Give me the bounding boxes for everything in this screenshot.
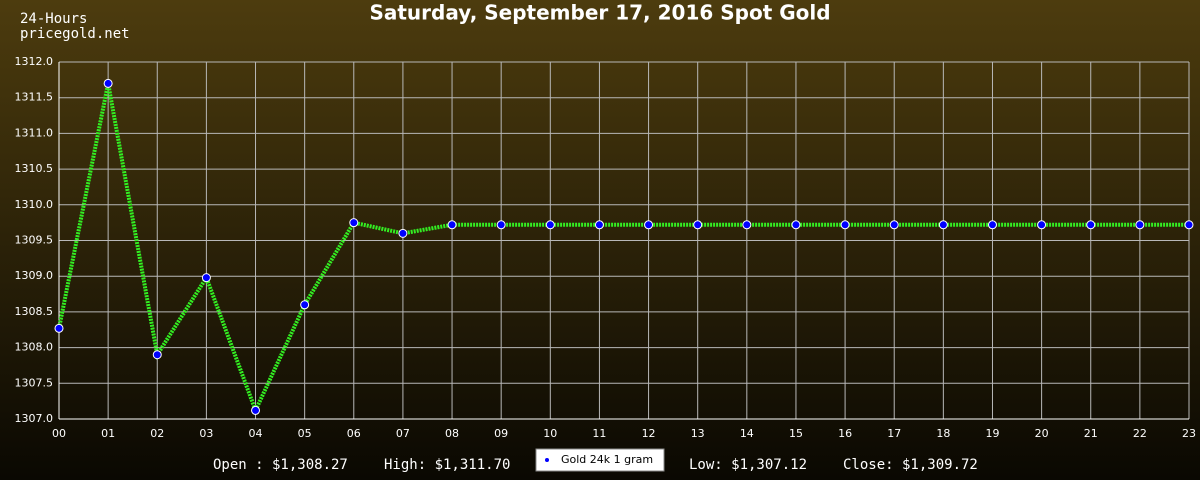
point (201, 273, 211, 283)
y-tick-label: 1311.5 (15, 91, 54, 104)
point (693, 220, 703, 230)
y-tick-label: 1310.5 (15, 162, 54, 175)
point (496, 220, 506, 230)
x-tick-label: 17 (887, 427, 901, 440)
y-tick-label: 1312.0 (15, 55, 54, 68)
annotation: Close: $1,309.72 (843, 457, 978, 473)
x-tick-label: 04 (249, 427, 263, 440)
x-tick-label: 02 (150, 427, 164, 440)
point (398, 228, 408, 238)
x-tick-label: 08 (445, 427, 459, 440)
point (1086, 220, 1096, 230)
legend-label: Gold 24k 1 gram (561, 453, 653, 466)
point (545, 220, 555, 230)
x-tick-label: 09 (494, 427, 508, 440)
line (57, 83, 1189, 416)
point (349, 218, 359, 228)
legend-box (535, 448, 665, 472)
point (889, 220, 899, 230)
x-tick-label: 14 (740, 427, 754, 440)
x-tick-label: 06 (347, 427, 361, 440)
point (447, 220, 457, 230)
point (1184, 220, 1194, 230)
annotation: pricegold.net (20, 26, 130, 42)
y-tick-label: 1308.5 (15, 305, 54, 318)
y-tick-label: 1309.5 (15, 234, 54, 247)
x-tick-label: 16 (838, 427, 852, 440)
x-tick-label: 23 (1182, 427, 1196, 440)
x-tick-label: 10 (543, 427, 557, 440)
point (54, 323, 64, 333)
x-tick-label: 19 (985, 427, 999, 440)
x-tick-label: 00 (52, 427, 66, 440)
x-tick-label: 07 (396, 427, 410, 440)
x-tick-label: 21 (1084, 427, 1098, 440)
point (1135, 220, 1145, 230)
x-tick-label: 20 (1035, 427, 1049, 440)
point (300, 300, 310, 310)
chart-title: Saturday, September 17, 2016 Spot Gold (369, 1, 830, 25)
point (987, 220, 997, 230)
y-tick-label: 1307.0 (15, 412, 54, 425)
point (594, 220, 604, 230)
y-tick-label: 1311.0 (15, 126, 54, 139)
x-tick-label: 13 (691, 427, 705, 440)
point (152, 350, 162, 360)
y-tick-label: 1309.0 (15, 269, 54, 282)
annotation: High: $1,311.70 (384, 457, 510, 473)
point (251, 405, 261, 415)
x-tick-label: 03 (199, 427, 213, 440)
point (791, 220, 801, 230)
point (938, 220, 948, 230)
y-tick-label: 1308.0 (15, 341, 54, 354)
point (644, 220, 654, 230)
x-tick-label: 12 (642, 427, 656, 440)
x-tick-label: 22 (1133, 427, 1147, 440)
point (1037, 220, 1047, 230)
x-tick-label: 15 (789, 427, 803, 440)
annotation: 24-Hours (20, 11, 87, 27)
point (742, 220, 752, 230)
point (103, 78, 113, 88)
x-tick-label: 18 (936, 427, 950, 440)
y-tick-label: 1310.0 (15, 198, 54, 211)
x-tick-label: 01 (101, 427, 115, 440)
annotation: Open : $1,308.27 (213, 457, 348, 473)
x-tick-label: 11 (592, 427, 606, 440)
point (840, 220, 850, 230)
legend-marker (545, 458, 549, 462)
x-tick-label: 05 (298, 427, 312, 440)
y-tick-label: 1307.5 (15, 376, 54, 389)
annotation: Low: $1,307.12 (689, 457, 807, 473)
